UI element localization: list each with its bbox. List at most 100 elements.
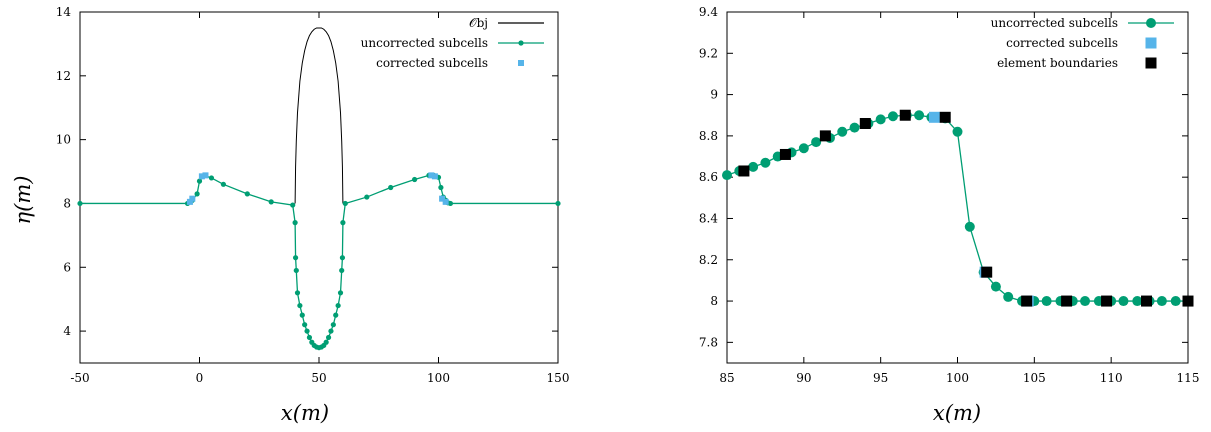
- boundaries-point: [1101, 295, 1113, 307]
- legend-label-corrected: corrected subcells: [376, 56, 488, 70]
- legend-label-corrected: corrected subcells: [1006, 36, 1118, 50]
- y-tick-label: 12: [56, 69, 71, 83]
- y-tick-label: 9.4: [699, 5, 718, 19]
- boundaries-point: [939, 111, 951, 123]
- uncorrected-series-line: [726, 114, 1188, 302]
- right-plot-frame: [726, 11, 1189, 364]
- uncorrected-point: [292, 220, 298, 226]
- y-tick-label: 8.2: [699, 253, 718, 267]
- uncorrected-point: [304, 328, 310, 334]
- uncorrected-point: [294, 290, 301, 296]
- y-tick-label: 9.2: [699, 46, 718, 60]
- legend-marker-corrected: [518, 60, 524, 66]
- corrected-point: [198, 173, 205, 180]
- uncorrected-point: [1118, 296, 1129, 307]
- y-tick-label: 9: [710, 88, 718, 102]
- uncorrected-point: [1080, 296, 1091, 307]
- corrected-point: [202, 172, 209, 179]
- uncorrected-point: [412, 176, 418, 183]
- uncorrected-point: [268, 199, 274, 205]
- y-tick-label: 8.8: [699, 129, 718, 143]
- x-tick-label: -50: [70, 371, 89, 385]
- uncorrected-point: [811, 137, 822, 148]
- x-tick-label: 115: [1177, 371, 1200, 385]
- uncorrected-point: [290, 202, 296, 208]
- uncorrected-point: [875, 114, 886, 125]
- corrected-point: [428, 172, 435, 179]
- uncorrected-point: [1041, 296, 1052, 307]
- corrected-point: [431, 173, 438, 180]
- uncorrected-point: [335, 302, 341, 309]
- uncorrected-point: [306, 334, 313, 341]
- boundaries-point: [1182, 295, 1194, 307]
- uncorrected-point: [339, 267, 345, 274]
- y-tick-label: 7.8: [699, 335, 718, 349]
- x-tick-label: 90: [796, 371, 811, 385]
- left-plot-area: [77, 27, 561, 351]
- uncorrected-point: [244, 191, 250, 197]
- x-tick-label: 100: [946, 371, 969, 385]
- legend-label-uncorrected: uncorrected subcells: [361, 36, 488, 50]
- legend-marker-boundaries: [1145, 57, 1157, 69]
- corrected-point: [439, 195, 446, 202]
- y-tick-label: 8.4: [699, 211, 718, 225]
- x-tick-label: 100: [427, 371, 450, 385]
- y-tick-label: 14: [56, 5, 72, 19]
- right-chart: 85 90 95 100 105 110 115 7.8 8 8.2 8.4 8.6 8.8 9 9.2 9.…: [699, 5, 1200, 425]
- uncorrected-point: [339, 255, 346, 261]
- boundaries-point: [738, 165, 750, 177]
- uncorrected-point: [952, 126, 963, 137]
- uncorrected-point: [364, 194, 370, 200]
- y-tick-label: 10: [56, 133, 71, 147]
- uncorrected-point: [337, 290, 344, 296]
- uncorrected-point: [292, 255, 299, 261]
- legend-marker-uncorrected: [518, 40, 524, 46]
- boundaries-point: [981, 266, 993, 278]
- uncorrected-point: [220, 181, 226, 187]
- corrected-point: [186, 198, 193, 205]
- y-tick-label: 4: [63, 324, 71, 338]
- uncorrected-point: [964, 221, 975, 232]
- corrected-point: [928, 111, 940, 123]
- boundaries-point: [819, 130, 831, 142]
- uncorrected-point: [914, 110, 925, 121]
- corrected-point: [442, 198, 449, 205]
- boundaries-point: [899, 109, 911, 121]
- uncorrected-point: [887, 111, 898, 122]
- left-ticks: -50 0 50 100 150 4 6 8 10 12 14: [56, 5, 570, 385]
- legend-label-boundaries: element boundaries: [997, 56, 1118, 70]
- x-tick-label: 95: [873, 371, 888, 385]
- uncorrected-point: [302, 322, 308, 328]
- uncorrected-point: [760, 157, 771, 168]
- uncorrected-point: [77, 200, 83, 207]
- uncorrected-point: [328, 328, 334, 334]
- legend-label-uncorrected: uncorrected subcells: [991, 16, 1118, 30]
- uncorrected-point: [1003, 291, 1014, 302]
- uncorrected-point: [555, 200, 561, 207]
- uncorrected-point: [208, 175, 215, 181]
- uncorrected-point: [325, 334, 332, 341]
- uncorrected-point: [438, 184, 444, 191]
- left-y-axis-label: η(m): [11, 176, 35, 225]
- boundaries-point: [1061, 295, 1073, 307]
- boundaries-point: [859, 117, 871, 129]
- uncorrected-point: [196, 178, 203, 184]
- boundaries-point: [779, 148, 791, 160]
- y-tick-label: 8: [63, 196, 71, 210]
- uncorrected-point: [1132, 296, 1143, 307]
- uncorrected-point: [837, 126, 848, 137]
- right-plot-area: [722, 109, 1194, 307]
- right-x-axis-label: x(m): [933, 401, 981, 425]
- right-legend: uncorrected subcells corrected subcells el…: [991, 16, 1174, 70]
- uncorrected-point: [323, 339, 329, 345]
- y-tick-label: 6: [63, 260, 71, 274]
- x-tick-label: 85: [719, 371, 734, 385]
- uncorrected-point: [342, 200, 348, 207]
- right-ticks: 85 90 95 100 105 110 115 7.8 8 8.2 8.4 8.6 8.8 9 9.2 9.…: [699, 5, 1200, 385]
- left-chart: -50 0 50 100 150 4 6 8 10 12 14 x(m) η(m) 𝒪bj uncor…: [11, 5, 569, 425]
- left-x-axis-label: x(m): [281, 401, 329, 425]
- legend-marker-uncorrected: [1146, 18, 1156, 28]
- boundaries-point: [1021, 295, 1033, 307]
- uncorrected-point: [293, 267, 299, 274]
